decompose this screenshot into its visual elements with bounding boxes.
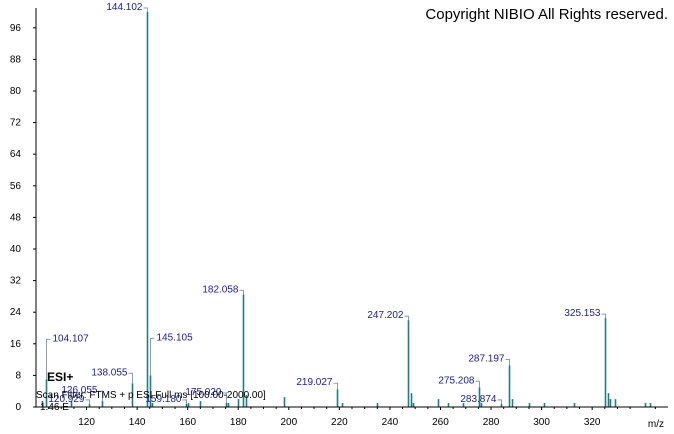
axes-layer: 0 8 16 24 32 40 48 56 64 72 80 88 96 120 140 160 180 200 2…: [10, 8, 668, 430]
peak-label-leader: [497, 399, 502, 404]
x-axis-label: m/z: [648, 419, 664, 430]
peak-label: 104.107: [53, 333, 90, 344]
x-tick-label: 200: [280, 417, 297, 428]
peak-label-leader: [601, 313, 606, 319]
peak-label: 325.153: [564, 308, 601, 319]
peak-label: 247.202: [367, 310, 404, 321]
y-tick-label: 96: [10, 23, 22, 34]
x-tick-label: 260: [432, 417, 449, 428]
x-tick-label: 220: [331, 417, 348, 428]
peak-label-leader: [46, 338, 51, 380]
peak-label-leader: [239, 289, 244, 295]
y-tick-label: 40: [10, 244, 22, 255]
ion-mode-label: ESI+: [47, 370, 74, 384]
x-tick-label: 140: [129, 417, 146, 428]
peak-labels-layer: 144.102 182.058 247.202 325.153 287.197 275.2…: [46, 2, 606, 405]
peak-label-leader: [222, 392, 227, 404]
peak-label-leader: [128, 372, 133, 384]
peak-label: 138.055: [91, 367, 128, 378]
peak-label: 182.058: [202, 284, 239, 295]
peak-label: 159.180: [145, 394, 182, 405]
peak-label-leader: [404, 315, 409, 321]
x-tick-label: 160: [179, 417, 196, 428]
peak-label: 126.055: [61, 385, 98, 396]
scan-filter-text: Scan Filter: FTMS + p ESI Full ms [100.0…: [36, 390, 266, 401]
y-tick-label: 24: [10, 307, 22, 318]
x-tick-label: 120: [78, 417, 95, 428]
peak-label-leader: [143, 7, 148, 12]
x-tick-label: 180: [230, 417, 247, 428]
peak-label: 283.874: [460, 394, 497, 405]
peak-label-leader: [150, 337, 155, 376]
peak-label: 275.208: [438, 375, 475, 386]
copyright-notice: Copyright NIBIO All Rights reserved.: [425, 6, 668, 23]
y-tick-label: 72: [10, 118, 22, 129]
peak-label-leader: [333, 382, 338, 390]
peak-label: 175.020: [185, 387, 222, 398]
peaks-layer: [41, 12, 652, 407]
peak-label: 287.197: [468, 354, 505, 365]
peak-label-leader: [182, 399, 187, 404]
peak-label-leader: [475, 380, 480, 388]
y-tick-label: 56: [10, 181, 22, 192]
y-tick-label: 32: [10, 276, 22, 287]
peak-label: 144.102: [106, 2, 143, 13]
y-tick-label: 0: [15, 402, 21, 413]
peak-label-leader: [505, 359, 510, 366]
peak-label: 219.027: [296, 377, 333, 388]
y-tick-label: 88: [10, 54, 22, 65]
y-tick-label: 80: [10, 86, 22, 97]
x-tick-label: 320: [584, 417, 601, 428]
x-tick-label: 300: [533, 417, 550, 428]
y-tick-label: 64: [10, 149, 22, 160]
peak-label-leader: [98, 390, 103, 402]
x-tick-label: 240: [382, 417, 399, 428]
y-tick-label: 16: [10, 339, 22, 350]
peak-label: 145.105: [157, 332, 194, 343]
y-tick-label: 48: [10, 212, 22, 223]
scale-note: 1.46 E: [40, 402, 69, 413]
peak-label-leader: [85, 399, 90, 404]
peak-label: 120.929: [48, 394, 85, 405]
x-tick-label: 280: [483, 417, 500, 428]
y-tick-label: 8: [15, 370, 21, 381]
